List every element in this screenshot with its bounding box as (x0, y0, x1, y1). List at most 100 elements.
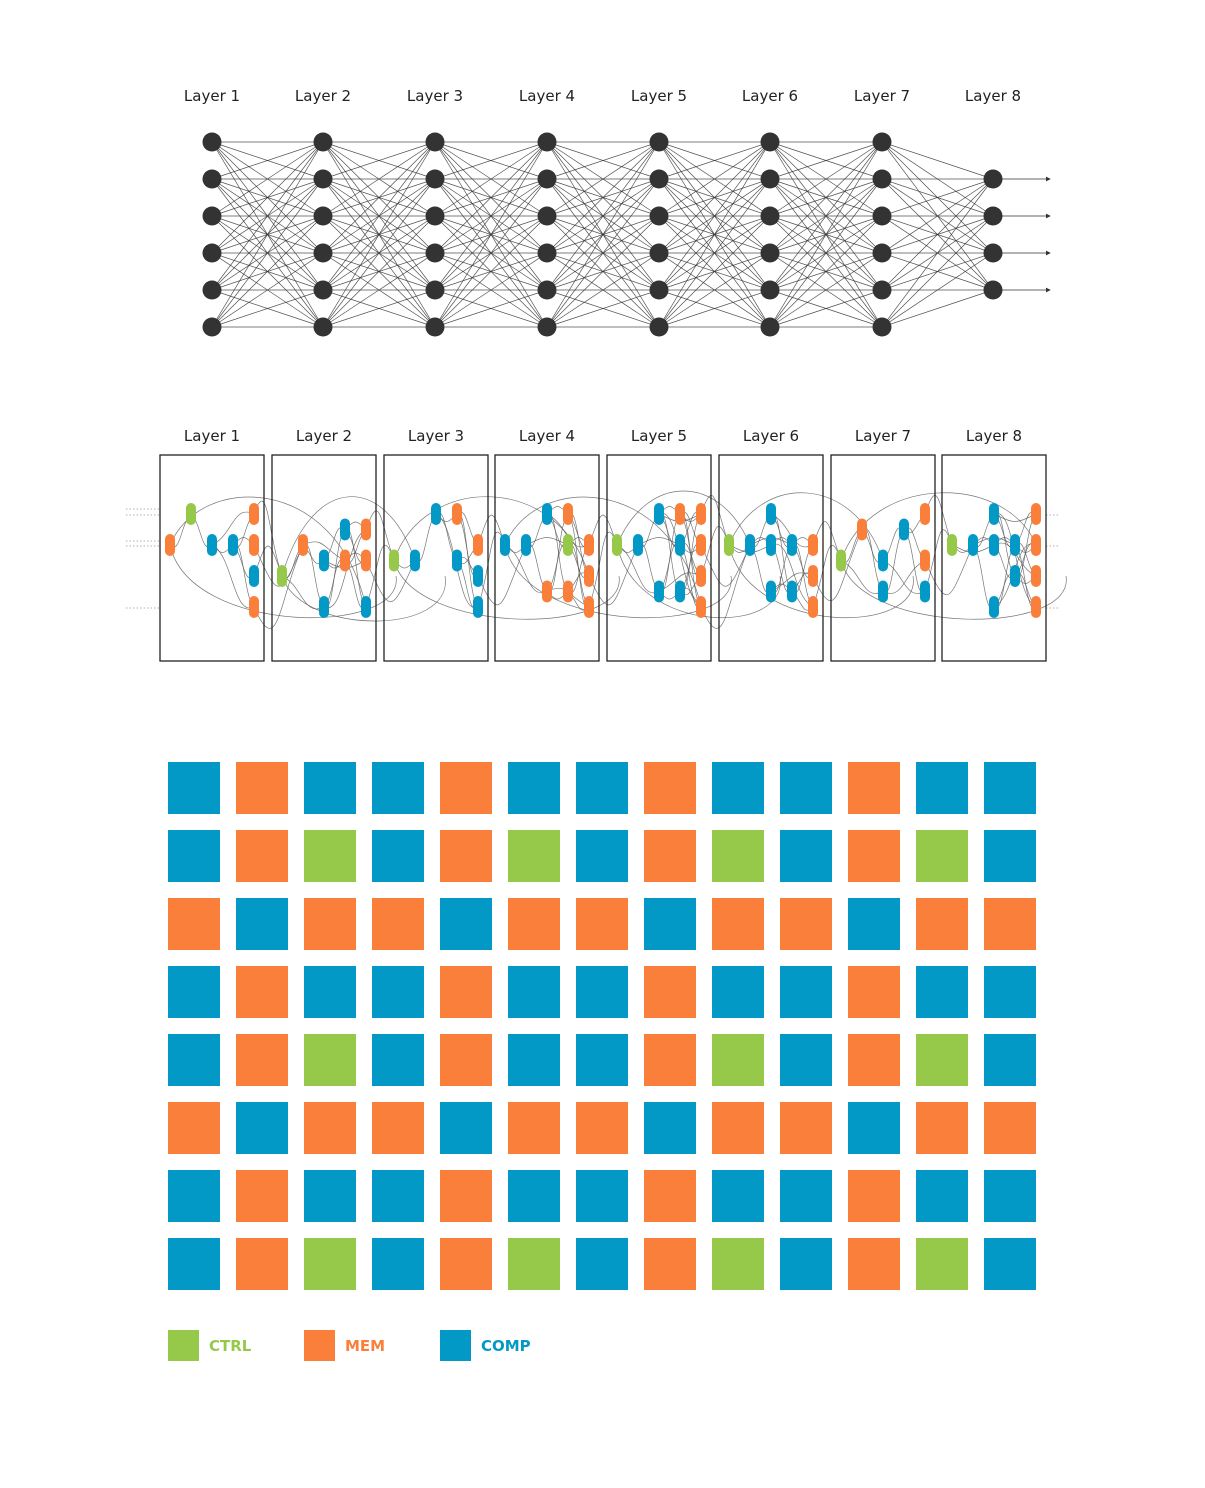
mem-unit (696, 503, 706, 525)
network-connection (211, 141, 324, 254)
network-connection (546, 289, 660, 328)
mem-unit (361, 518, 371, 541)
network-connection (211, 141, 324, 291)
comp-tile (168, 1170, 220, 1222)
layer-box (718, 454, 824, 662)
dataflow-connection (323, 529, 367, 609)
mem-unit (584, 565, 594, 587)
comp-tile (372, 830, 424, 882)
dataflow-connection (281, 575, 325, 610)
network-connection (658, 141, 771, 328)
neuron (760, 317, 780, 337)
network-connection (434, 178, 548, 328)
ctrl-unit (277, 565, 287, 587)
comp-unit (899, 518, 909, 541)
legend: CTRL MEM COMP (168, 1330, 531, 1361)
dataflow-connection (924, 495, 953, 546)
comp-tile (644, 898, 696, 950)
ctrl-tile (304, 1238, 356, 1290)
comp-unit (766, 503, 776, 525)
neuron (983, 280, 1003, 300)
neuron (537, 206, 557, 226)
mem-unit (584, 534, 594, 556)
tile-grid (168, 762, 1036, 1290)
mem-unit (808, 565, 818, 587)
neuron (649, 132, 669, 152)
dataflow-layer-label: Layer 4 (519, 427, 575, 445)
comp-unit (766, 580, 776, 603)
neuron (425, 206, 445, 226)
network-connection (211, 178, 324, 328)
ctrl-tile (508, 830, 560, 882)
neuron (313, 243, 333, 263)
neuron (649, 169, 669, 189)
mem-tile (440, 966, 492, 1018)
mem-tile (168, 898, 220, 950)
comp-legend-label: COMP (481, 1337, 531, 1355)
mem-tile (780, 898, 832, 950)
comp-unit (473, 596, 483, 618)
ctrl-tile (916, 1034, 968, 1086)
mem-tile (848, 830, 900, 882)
comp-unit (1010, 565, 1020, 587)
mem-tile (644, 1238, 696, 1290)
comp-tile (440, 898, 492, 950)
dataflow-layer-label: Layer 3 (408, 427, 464, 445)
mem-tile (712, 1102, 764, 1154)
dataflow-layer-labels: Layer 1 Layer 2 Layer 3 Layer 4 Layer 5 Layer… (184, 427, 1022, 445)
comp-tile (508, 966, 560, 1018)
dataflow-connection (812, 529, 863, 601)
comp-unit (1010, 534, 1020, 556)
mem-legend-swatch (304, 1330, 335, 1361)
comp-tile (984, 1238, 1036, 1290)
mem-tile (236, 1170, 288, 1222)
network-connection (211, 141, 324, 180)
mem-tile (780, 1102, 832, 1154)
network-connection (322, 141, 436, 291)
layer-box (606, 454, 712, 662)
network-layer-label: Layer 3 (407, 87, 463, 105)
network-connection (322, 178, 436, 328)
network-connection (769, 141, 883, 217)
dataflow-connection (728, 492, 884, 561)
ctrl-unit (563, 534, 573, 556)
mem-unit (249, 596, 259, 618)
network-connection (546, 178, 660, 328)
layer-box (383, 454, 489, 662)
mem-unit (696, 534, 706, 556)
neuron (760, 243, 780, 263)
ctrl-unit (947, 534, 957, 556)
comp-tile (168, 762, 220, 814)
comp-unit (920, 580, 930, 603)
network-connection (434, 141, 548, 180)
mem-tile (644, 830, 696, 882)
network-connection (769, 141, 883, 291)
dataflow-connection (477, 531, 506, 608)
comp-tile (848, 1102, 900, 1154)
comp-unit (521, 534, 531, 556)
dataflow-connection (365, 510, 395, 561)
dataflow-layer-boxes (159, 454, 1047, 662)
neuron (202, 132, 222, 152)
comp-unit (452, 549, 462, 572)
dataflow-connection (588, 531, 618, 608)
comp-tile (168, 966, 220, 1018)
dataflow-diagram: Layer 1 Layer 2 Layer 3 Layer 4 Layer 5 Layer… (126, 427, 1067, 662)
neuron (313, 317, 333, 337)
network-connection (658, 215, 771, 328)
layer-box (494, 454, 600, 662)
comp-unit (361, 596, 371, 618)
mem-tile (848, 762, 900, 814)
comp-tile (984, 1034, 1036, 1086)
network-connection (322, 141, 436, 254)
network-connection (434, 215, 548, 328)
dataflow-connection (365, 560, 416, 602)
neuron (313, 280, 333, 300)
network-connection (546, 252, 660, 328)
neuron (313, 206, 333, 226)
mem-tile (644, 1170, 696, 1222)
comp-tile (848, 898, 900, 950)
layer-box (159, 454, 265, 662)
dataflow-connection (588, 514, 618, 546)
network-connection (881, 178, 994, 217)
